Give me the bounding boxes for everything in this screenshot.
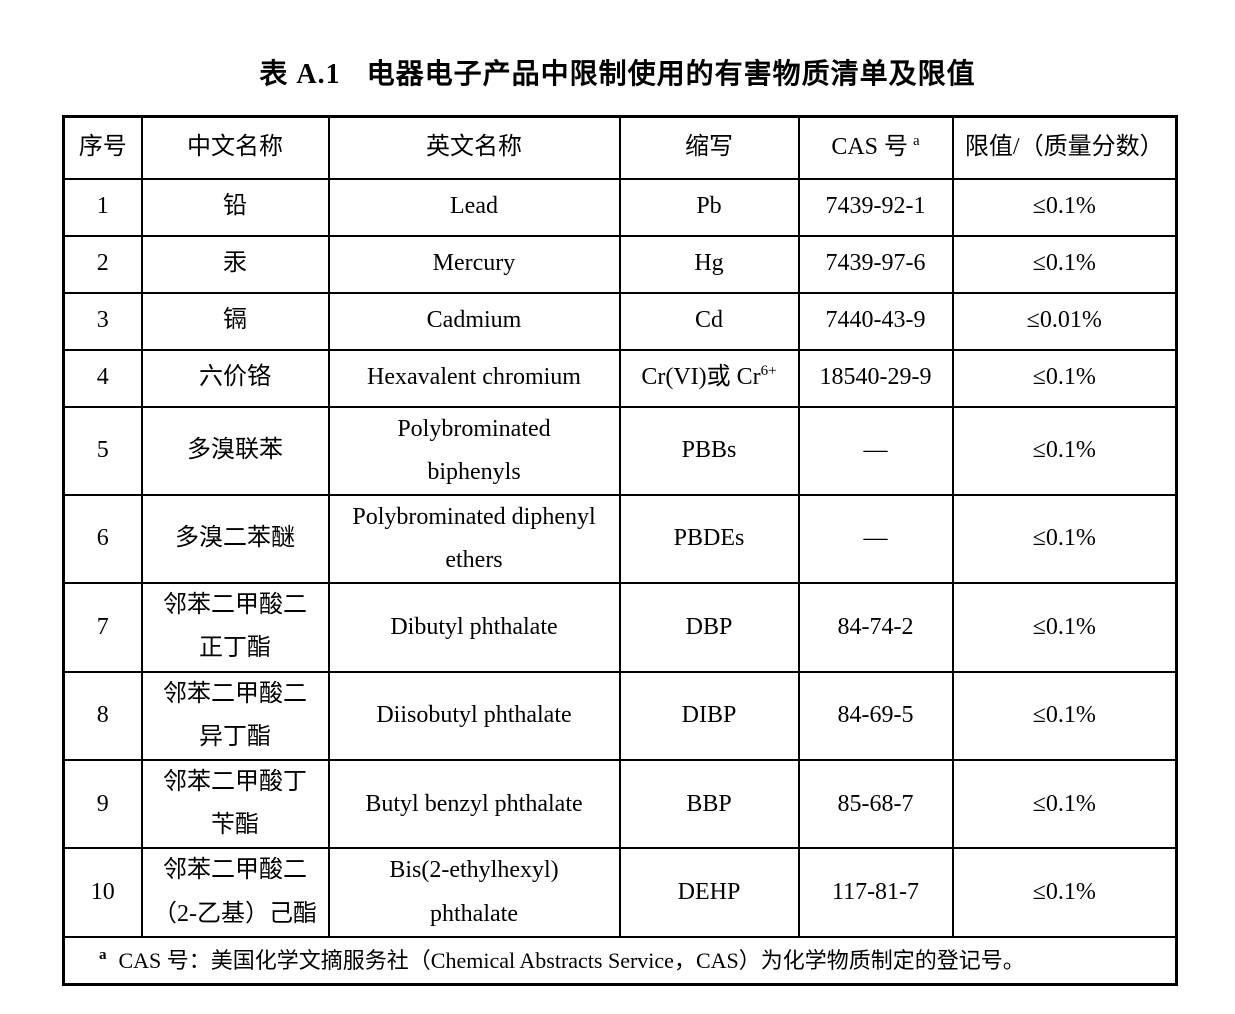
hazardous-substances-table: 序号 中文名称 英文名称 缩写 CAS 号 a 限值/（质量分数） 1 铅 Lea…: [62, 115, 1178, 987]
table-title: 表 A.1 电器电子产品中限制使用的有害物质清单及限值: [0, 52, 1235, 92]
footnote-text: CAS 号：美国化学文摘服务社（Chemical Abstracts Servi…: [118, 947, 1025, 973]
col-header-en-name: 英文名称: [327, 115, 621, 180]
cell-limit: ≤0.01%: [951, 291, 1178, 351]
cell-index: 5: [62, 405, 143, 496]
cell-en-name: Bis(2-ethylhexyl) phthalate: [327, 847, 621, 938]
cell-index: 10: [62, 847, 143, 938]
cell-abbr: DBP: [618, 582, 800, 673]
col-header-index: 序号: [62, 115, 143, 180]
cell-zh-name: 镉: [140, 291, 330, 351]
table-row: 5 多溴联苯 Polybrominated biphenyls PBBs — ≤…: [62, 405, 1178, 496]
cell-en-name: Polybrominated biphenyls: [327, 405, 621, 496]
cell-cas: 7439-92-1: [797, 177, 954, 237]
cell-index: 2: [62, 234, 143, 294]
cell-abbr: BBP: [618, 758, 800, 850]
cell-cas: 7440-43-9: [797, 291, 954, 351]
cell-en-name: Mercury: [327, 234, 621, 294]
cell-zh-name: 多溴二苯醚: [140, 493, 330, 585]
col-header-abbr: 缩写: [618, 115, 800, 180]
cell-zh-name: 邻苯二甲酸二 异丁酯: [140, 670, 330, 762]
table-row: 7 邻苯二甲酸二 正丁酯 Dibutyl phthalate DBP 84-74…: [62, 582, 1178, 673]
cell-index: 4: [62, 348, 143, 408]
cell-cas: 85-68-7: [797, 758, 954, 850]
cell-cas: 84-74-2: [797, 582, 954, 673]
cell-limit: ≤0.1%: [951, 670, 1178, 762]
table-number: 表 A.1: [259, 59, 341, 90]
cell-limit: ≤0.1%: [951, 758, 1178, 850]
cell-abbr: DIBP: [618, 670, 800, 762]
cell-cas: —: [797, 493, 954, 585]
cell-index: 3: [62, 291, 143, 351]
cell-index: 7: [62, 582, 143, 673]
cell-limit: ≤0.1%: [951, 177, 1178, 237]
cas-header-text: CAS 号: [831, 134, 908, 161]
cell-abbr: Hg: [618, 234, 800, 294]
table-row: 4 六价铬 Hexavalent chromium Cr(VI)或 Cr6+ 1…: [62, 348, 1178, 408]
cell-cas: 7439-97-6: [797, 234, 954, 294]
cell-cas: 18540-29-9: [797, 348, 954, 408]
cell-zh-name: 邻苯二甲酸二 正丁酯: [140, 582, 330, 673]
cell-limit: ≤0.1%: [951, 847, 1178, 938]
cell-zh-name: 六价铬: [140, 348, 330, 408]
table-row: 10 邻苯二甲酸二 （2-乙基）己酯 Bis(2-ethylhexyl) pht…: [62, 847, 1178, 938]
cell-en-name: Diisobutyl phthalate: [327, 670, 621, 762]
cell-cas: 84-69-5: [797, 670, 954, 762]
cell-cas: 117-81-7: [797, 847, 954, 938]
table-row: 9 邻苯二甲酸丁 苄酯 Butyl benzyl phthalate BBP 8…: [62, 758, 1178, 850]
cell-limit: ≤0.1%: [951, 348, 1178, 408]
cell-en-name: Lead: [327, 177, 621, 237]
cell-limit: ≤0.1%: [951, 493, 1178, 585]
header-row: 序号 中文名称 英文名称 缩写 CAS 号 a 限值/（质量分数）: [62, 115, 1178, 180]
table-row: 2 汞 Mercury Hg 7439-97-6 ≤0.1%: [62, 234, 1178, 294]
table-footnote: a CAS 号：美国化学文摘服务社（Chemical Abstracts Serv…: [62, 935, 1178, 986]
cell-abbr: Cr(VI)或 Cr6+: [618, 348, 800, 408]
cell-limit: ≤0.1%: [951, 234, 1178, 294]
cell-zh-name: 多溴联苯: [140, 405, 330, 496]
superscript-charge: 6+: [760, 363, 777, 380]
table-row: 8 邻苯二甲酸二 异丁酯 Diisobutyl phthalate DIBP 8…: [62, 670, 1178, 762]
cell-zh-name: 汞: [140, 234, 330, 294]
cell-index: 1: [62, 177, 143, 237]
cell-abbr: Cd: [618, 291, 800, 351]
cell-index: 6: [62, 493, 143, 585]
cell-en-name: Polybrominated diphenyl ethers: [327, 493, 621, 585]
footnote-marker-icon: a: [99, 947, 107, 964]
cell-en-name: Dibutyl phthalate: [327, 582, 621, 673]
table-row: 6 多溴二苯醚 Polybrominated diphenyl ethers P…: [62, 493, 1178, 585]
abbr-text: Cr(VI)或 Cr: [641, 364, 761, 391]
cell-zh-name: 铅: [140, 177, 330, 237]
cell-cas: —: [797, 405, 954, 496]
col-header-zh-name: 中文名称: [140, 115, 330, 180]
table-footnote-row: a CAS 号：美国化学文摘服务社（Chemical Abstracts Serv…: [62, 935, 1178, 986]
cell-index: 9: [62, 758, 143, 850]
cell-zh-name: 邻苯二甲酸二 （2-乙基）己酯: [140, 847, 330, 938]
cell-abbr: DEHP: [618, 847, 800, 938]
table-caption: 电器电子产品中限制使用的有害物质清单及限值: [366, 59, 976, 90]
cell-en-name: Cadmium: [327, 291, 621, 351]
table-row: 3 镉 Cadmium Cd 7440-43-9 ≤0.01%: [62, 291, 1178, 351]
footnote-marker-icon: a: [913, 133, 920, 150]
cell-en-name: Hexavalent chromium: [327, 348, 621, 408]
table-row: 1 铅 Lead Pb 7439-92-1 ≤0.1%: [62, 177, 1178, 237]
cell-abbr: Pb: [618, 177, 800, 237]
cell-en-name: Butyl benzyl phthalate: [327, 758, 621, 850]
col-header-limit: 限值/（质量分数）: [951, 115, 1178, 180]
cell-limit: ≤0.1%: [951, 582, 1178, 673]
cell-abbr: PBBs: [618, 405, 800, 496]
col-header-cas: CAS 号 a: [797, 115, 954, 180]
cell-limit: ≤0.1%: [951, 405, 1178, 496]
cell-abbr: PBDEs: [618, 493, 800, 585]
cell-zh-name: 邻苯二甲酸丁 苄酯: [140, 758, 330, 850]
cell-index: 8: [62, 670, 143, 762]
